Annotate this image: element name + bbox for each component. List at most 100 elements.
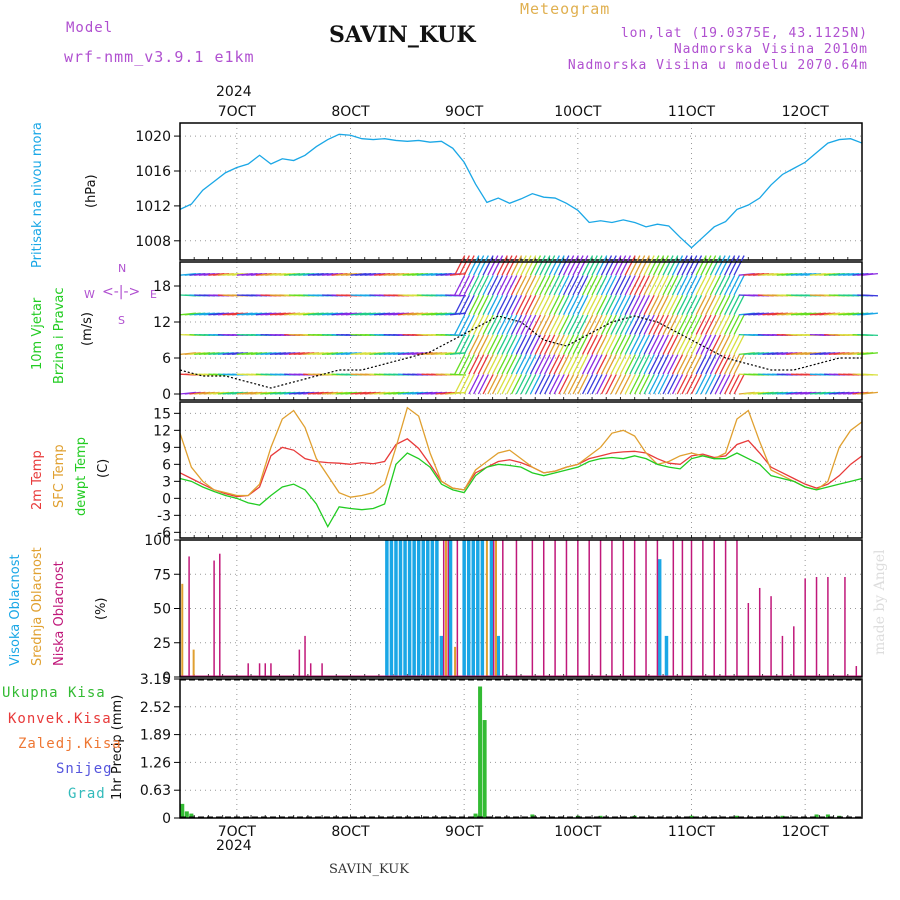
wind-barb — [529, 334, 542, 355]
wind-speed-line — [179, 315, 862, 389]
wind-barb — [695, 275, 707, 296]
altitude-text: Nadmorska Visina 2010m — [673, 42, 868, 57]
wind-barb — [610, 294, 622, 316]
wind-barb — [676, 334, 688, 355]
cloud-bar — [747, 603, 750, 677]
day-label-bottom: 10OCT — [554, 824, 602, 840]
wind-barb — [600, 294, 613, 316]
wind-barb — [492, 275, 504, 296]
wind-barb — [686, 374, 698, 395]
wind-barb — [676, 314, 688, 335]
wind-barb — [487, 334, 499, 355]
wind-barb — [510, 314, 523, 335]
wind-barb — [700, 354, 712, 375]
wind-barb — [591, 255, 603, 276]
wind-barb — [510, 334, 523, 355]
wind-barb — [695, 354, 707, 375]
wind-barb — [558, 275, 570, 296]
wind-barb — [596, 374, 608, 395]
cloud-bar — [466, 540, 471, 677]
cloud-bar — [398, 540, 403, 677]
wind-barb — [482, 294, 494, 316]
wind-barb — [534, 374, 546, 395]
wind-barb — [667, 255, 679, 276]
wind-barb — [477, 314, 489, 335]
wind-barb — [724, 334, 736, 355]
wind-barb — [548, 294, 560, 316]
wind-barb — [458, 314, 470, 335]
wind-barb — [534, 314, 546, 335]
day-label-bottom: 8OCT — [331, 824, 370, 840]
wind-barb — [473, 374, 485, 395]
wind-barb — [619, 354, 632, 375]
wind-barb — [529, 374, 542, 395]
wind-barb — [548, 275, 560, 296]
wind-barb — [638, 275, 650, 296]
wind-barb — [492, 294, 504, 316]
cloud-bar — [389, 540, 394, 677]
precip-bar — [598, 815, 603, 818]
wind-barb — [610, 374, 622, 395]
wind-barb — [577, 374, 589, 395]
y-tick-label: 12 — [153, 315, 171, 331]
wind-barb — [534, 255, 546, 276]
wind-barb — [544, 374, 556, 395]
legend-conv-rain: Konvek.Kisa — [8, 711, 112, 727]
wind-barb — [510, 255, 523, 276]
y-tick-label: 1016 — [135, 164, 171, 180]
cloud-bar — [713, 540, 715, 677]
cloud-bar — [213, 560, 215, 677]
wind-barb — [515, 334, 527, 355]
wind-barb — [600, 334, 613, 355]
wind-barb — [525, 374, 537, 395]
wind-barb — [610, 334, 622, 355]
wind-barb — [563, 275, 575, 296]
wind-barb — [634, 255, 646, 276]
wind-barb — [496, 354, 508, 375]
wind-barb — [671, 354, 684, 375]
wind-barb — [544, 314, 556, 335]
wind-barb — [648, 255, 660, 276]
wind-barb — [733, 314, 745, 335]
wind-barb — [700, 334, 712, 355]
cloud-bar — [855, 666, 858, 677]
cloud-bar — [758, 587, 761, 677]
wind-barb — [520, 294, 532, 316]
wind-barb — [733, 354, 745, 375]
wind-barb — [477, 334, 489, 355]
wind-barb — [529, 294, 542, 316]
wind-barb — [596, 314, 608, 335]
wind-barb — [657, 314, 669, 335]
wind-barb — [591, 275, 603, 296]
wind-barb — [529, 275, 542, 296]
wind-barb — [563, 294, 575, 316]
wind-barb — [544, 275, 556, 296]
wind-barb — [629, 275, 641, 296]
wind-barb — [619, 314, 632, 335]
wind-rose-cross: <-|-> — [102, 284, 141, 300]
wind-barb — [629, 334, 641, 355]
wind-barb — [577, 255, 589, 276]
wind-barb — [861, 352, 878, 356]
day-label-top: 7OCT — [218, 104, 257, 120]
panel-2 — [174, 401, 863, 539]
wind-barb — [724, 275, 736, 296]
wind-barb — [581, 334, 594, 355]
wind-barb — [861, 391, 878, 395]
wind-barb — [525, 334, 537, 355]
cloud-bar — [394, 540, 398, 677]
year-label-top: 2024 — [216, 84, 252, 100]
wind-barb — [501, 374, 513, 395]
wind-barb — [586, 294, 598, 316]
wind-barb — [662, 354, 674, 375]
wind-barb — [605, 354, 617, 375]
wind-barb — [534, 275, 546, 296]
wind-barb — [544, 294, 556, 316]
wind-barb — [501, 314, 513, 335]
wind-barb — [468, 314, 480, 335]
wind-barb — [586, 314, 598, 335]
wind-barb — [577, 294, 589, 316]
wind-rose: N S W E <-|-> — [84, 262, 157, 327]
wind-barb — [558, 334, 570, 355]
panel-bg — [180, 262, 862, 400]
